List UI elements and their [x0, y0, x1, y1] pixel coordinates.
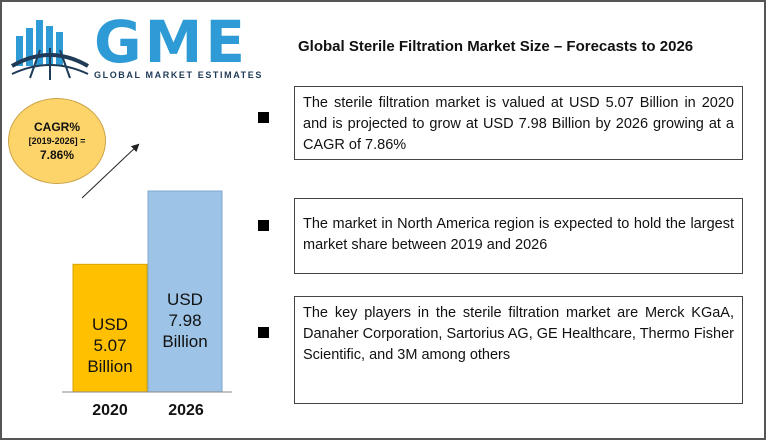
cagr-value: 7.86% [39, 148, 75, 162]
bar-value-label-line: 7.98 [168, 311, 202, 331]
bar-2020 [72, 263, 148, 393]
bullet-marker [258, 220, 269, 231]
bullet-marker [258, 327, 269, 338]
bar-value-label: USD 7.98 Billion [148, 289, 222, 352]
cagr-label: CAGR% [33, 120, 80, 134]
key-point-box: The sterile filtration market is valued … [294, 86, 743, 160]
bar-value-label-line: USD [167, 290, 203, 310]
infographic-title: Global Sterile Filtration Market Size – … [298, 38, 694, 55]
x-tick-label: 2020 [92, 402, 128, 419]
bar-value-label: USD 5.07 Billion [73, 314, 147, 377]
logo-tagline: GLOBAL MARKET ESTIMATES [94, 70, 263, 80]
cagr-period: [2019-2026] = [28, 136, 86, 146]
key-point-box: The key players in the sterile filtratio… [294, 296, 743, 404]
bar-chart-svg [62, 143, 232, 393]
cagr-badge: CAGR% [2019-2026] = 7.86% [8, 98, 106, 184]
bullet-marker [258, 112, 269, 123]
gme-logo: GME GLOBAL MARKET ESTIMATES [10, 12, 263, 82]
globe-icon [10, 20, 90, 80]
bar-2026 [147, 190, 223, 393]
bar-value-label-line: 5.07 [93, 336, 127, 356]
bar-value-label-line: Billion [162, 332, 208, 352]
key-point-box: The market in North America region is ex… [294, 198, 743, 274]
market-size-chart: USD 5.07 Billion USD 7.98 Billion CAGR% [2019… [2, 2, 292, 442]
bar-value-label-line: Billion [87, 357, 133, 377]
growth-arrow [81, 143, 140, 199]
x-tick-label: 2026 [168, 402, 204, 419]
logo-wordmark: GME [94, 8, 248, 76]
bar-value-label-line: USD [92, 315, 128, 335]
